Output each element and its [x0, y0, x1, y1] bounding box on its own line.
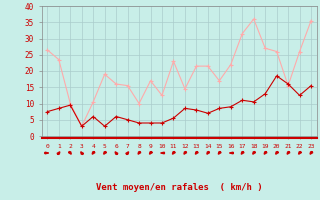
Text: Vent moyen/en rafales  ( km/h ): Vent moyen/en rafales ( km/h ) [96, 183, 262, 192]
